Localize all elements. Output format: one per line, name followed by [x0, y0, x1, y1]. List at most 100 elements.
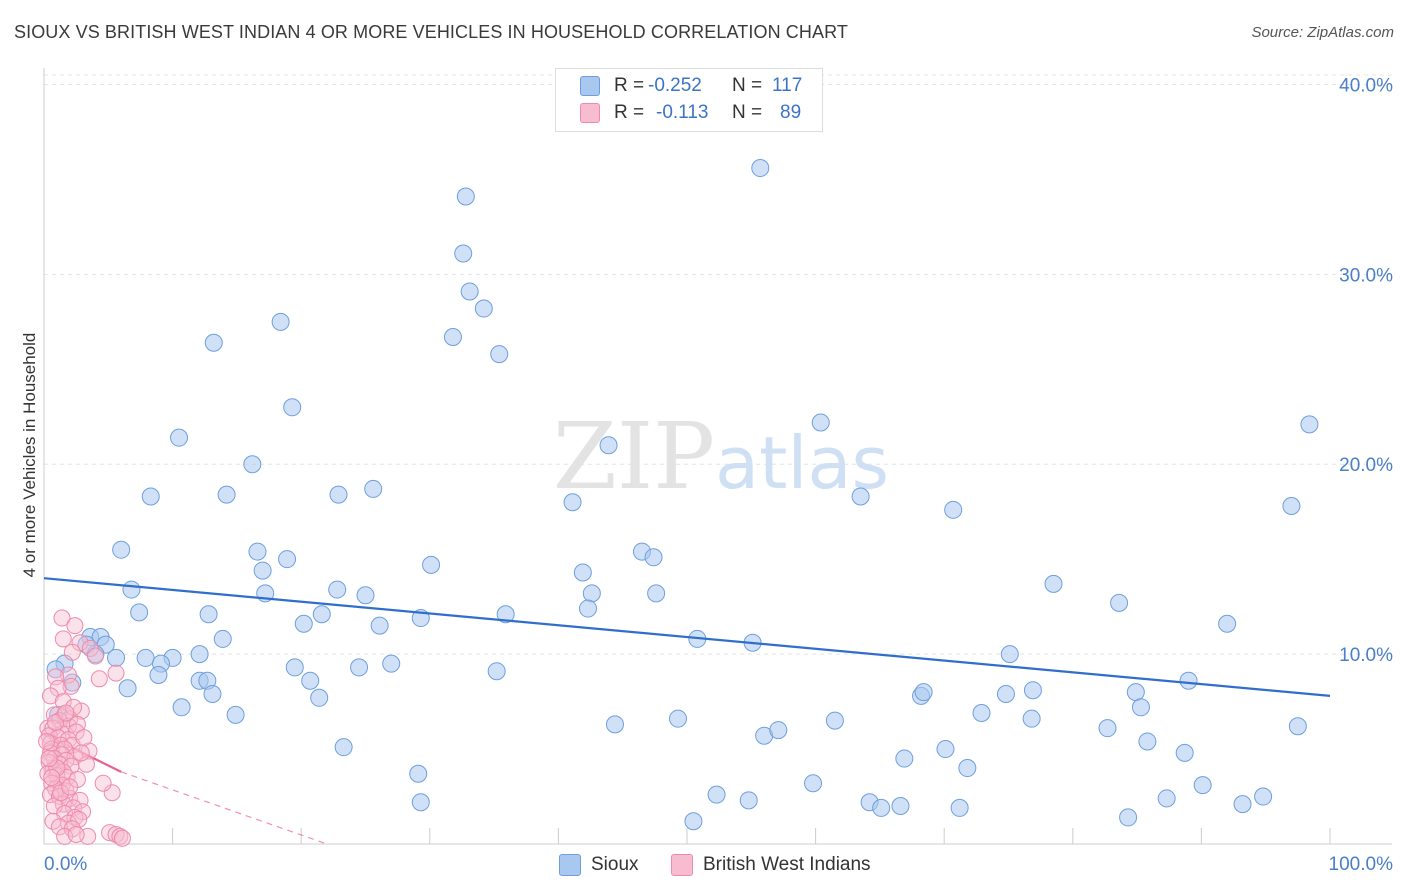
sioux-point [118, 679, 137, 698]
bwi-point [50, 818, 68, 836]
correlation-legend: R = -0.252 N = 117 R = -0.113 N = 89 [555, 68, 823, 132]
watermark-zip: ZIP [553, 403, 715, 510]
sioux-point [891, 797, 910, 816]
bwi-point [54, 630, 72, 648]
sioux-point [285, 658, 304, 677]
sioux-point [474, 299, 493, 318]
sioux-point [578, 599, 597, 618]
sioux-point [107, 648, 126, 667]
gridlines [44, 74, 1392, 655]
source-label: Source: ZipAtlas.com [1251, 24, 1394, 41]
bwi-point [67, 826, 85, 844]
sioux-point [443, 328, 462, 347]
sioux-point [811, 413, 830, 432]
sioux-point [1023, 681, 1042, 700]
sioux-point [112, 540, 131, 559]
bwi-point [53, 609, 71, 627]
sioux-point [1022, 709, 1041, 728]
sioux-point [460, 282, 479, 301]
sioux-point [456, 187, 475, 206]
sioux-point [684, 812, 703, 831]
sioux-point [204, 333, 223, 352]
sioux-point [1254, 787, 1273, 806]
sioux-point [1218, 614, 1237, 633]
sioux-point [190, 645, 209, 664]
bwi-point [61, 778, 79, 796]
sioux-point [271, 312, 290, 331]
bwi-point [111, 827, 129, 845]
sioux-point [944, 500, 963, 519]
bwi-point [107, 664, 125, 682]
sioux-point [226, 705, 245, 724]
sioux-point [936, 740, 955, 759]
axes [43, 68, 1392, 845]
sioux-point [130, 603, 149, 622]
sioux-point [248, 542, 267, 561]
bwi-point [62, 677, 80, 695]
legend-row-bwi: R = -0.113 N = 89 [580, 100, 801, 126]
sioux-point [1175, 743, 1194, 762]
sioux-point [310, 688, 329, 707]
sioux-point [172, 698, 191, 717]
y-tick-label: 40.0% [1339, 75, 1393, 96]
sioux-point [213, 629, 232, 648]
sioux-point [203, 684, 222, 703]
watermark: ZIP atlas [553, 403, 889, 510]
bottom-swatch-sioux [559, 854, 581, 876]
sioux-point [1193, 776, 1212, 795]
sioux-point [278, 550, 297, 569]
sioux-point [958, 759, 977, 778]
sioux-point [1000, 645, 1019, 664]
y-tick-label: 30.0% [1339, 265, 1393, 286]
sioux-point [409, 764, 428, 783]
bwi-point [113, 829, 131, 847]
sioux-point [454, 244, 473, 263]
sioux-point [301, 671, 320, 690]
sioux-point [1157, 789, 1176, 808]
bottom-legend-bwi-label: British West Indians [703, 854, 871, 875]
sioux-point [668, 709, 687, 728]
sioux-point [563, 493, 582, 512]
sioux-point [487, 662, 506, 681]
bwi-points [38, 609, 131, 847]
legend-n-label: N = [732, 75, 763, 96]
sioux-point [599, 436, 618, 455]
sioux-point [1288, 717, 1307, 736]
sioux-point [170, 428, 189, 447]
bwi-point [75, 729, 93, 747]
sioux-point [136, 648, 155, 667]
legend-row-sioux: R = -0.252 N = 117 [580, 73, 802, 99]
y-tick-label: 10.0% [1339, 645, 1393, 666]
bwi-point [94, 774, 112, 792]
sioux-point [312, 605, 331, 624]
sioux-point [364, 479, 383, 498]
bwi-point [38, 732, 56, 750]
sioux-point [573, 563, 592, 582]
bottom-legend-sioux: Sioux [559, 852, 639, 878]
sioux-point [1126, 683, 1145, 702]
sioux-point [1044, 574, 1063, 593]
bottom-legend-bwi: British West Indians [671, 852, 871, 878]
x-tick-label: 100.0% [1329, 854, 1394, 875]
sioux-point [217, 485, 236, 504]
sioux-point [422, 555, 441, 574]
sioux-trend-line [43, 577, 1331, 697]
sioux-point [199, 605, 218, 624]
legend-r-label: R = [614, 75, 645, 96]
bwi-point [63, 643, 81, 661]
sioux-point [370, 616, 389, 635]
chart-title: SIOUX VS BRITISH WEST INDIAN 4 OR MORE V… [14, 22, 848, 42]
sioux-point [751, 159, 770, 178]
sioux-point [1098, 719, 1117, 738]
sioux-point [411, 793, 430, 812]
sioux-points [46, 159, 1319, 831]
sioux-point [804, 774, 823, 793]
bwi-point [43, 769, 61, 787]
legend-n-value: 89 [780, 102, 802, 123]
sioux-point [329, 485, 348, 504]
sioux-point [1119, 808, 1138, 827]
sioux-point [253, 561, 272, 580]
legend-n-label: N = [732, 102, 763, 123]
sioux-point [1179, 671, 1198, 690]
y-tick-label: 20.0% [1339, 455, 1393, 476]
